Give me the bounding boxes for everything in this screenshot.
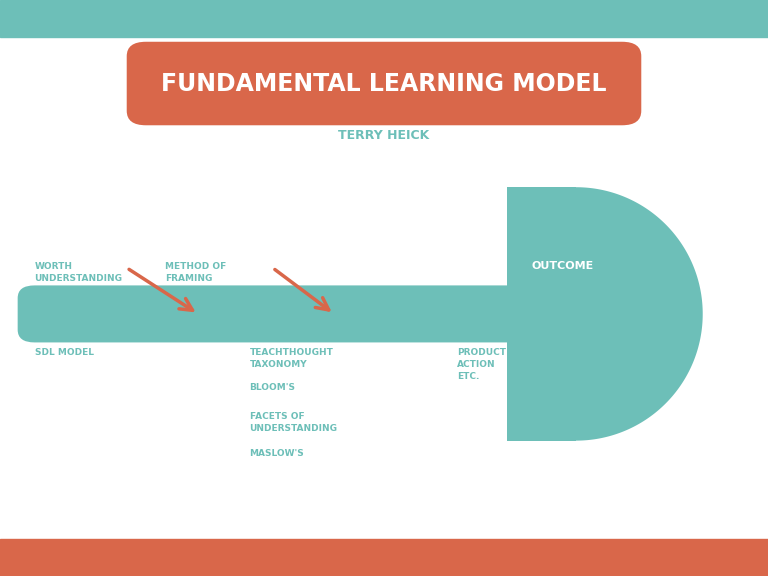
Text: FUNDAMENTAL LEARNING MODEL: FUNDAMENTAL LEARNING MODEL [161,71,607,96]
Text: OUTCOME: OUTCOME [531,261,594,271]
Text: MASLOW'S: MASLOW'S [250,449,304,458]
Text: METHOD OF
FRAMING: METHOD OF FRAMING [165,262,227,283]
Text: SDL MODEL: SDL MODEL [35,348,94,358]
Text: FACETS OF
UNDERSTANDING: FACETS OF UNDERSTANDING [250,412,338,433]
Text: BLOOM'S: BLOOM'S [250,383,296,392]
Bar [507,187,576,441]
Bar [0,539,768,576]
Text: TERRY HEICK: TERRY HEICK [339,129,429,142]
Text: PRODUCT
ACTION
ETC.: PRODUCT ACTION ETC. [457,348,506,381]
FancyBboxPatch shape [18,286,524,342]
Bar [0,0,768,37]
Text: TEACHTHOUGHT
TAXONOMY: TEACHTHOUGHT TAXONOMY [250,348,333,369]
FancyBboxPatch shape [127,42,641,126]
Text: WORTH
UNDERSTANDING: WORTH UNDERSTANDING [35,262,123,283]
Polygon shape [576,187,703,441]
